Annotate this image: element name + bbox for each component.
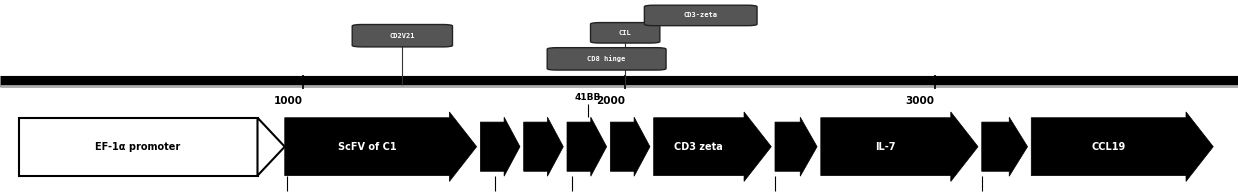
Text: IL-7: IL-7 <box>875 142 896 152</box>
Polygon shape <box>821 112 978 181</box>
FancyBboxPatch shape <box>547 48 666 70</box>
Polygon shape <box>775 117 817 176</box>
Text: 3000: 3000 <box>905 96 935 107</box>
FancyBboxPatch shape <box>352 25 453 47</box>
Text: CD8 hinge: CD8 hinge <box>588 55 625 62</box>
Text: ScFV of C1: ScFV of C1 <box>338 142 396 152</box>
Polygon shape <box>610 117 650 176</box>
Polygon shape <box>982 117 1028 176</box>
FancyBboxPatch shape <box>644 5 756 26</box>
Polygon shape <box>1031 112 1213 181</box>
Text: CD2V21: CD2V21 <box>390 33 415 39</box>
Bar <box>19 118 258 176</box>
Polygon shape <box>524 117 563 176</box>
Text: 2000: 2000 <box>595 96 625 107</box>
Polygon shape <box>480 117 520 176</box>
Text: 41BB: 41BB <box>574 93 602 102</box>
Polygon shape <box>567 117 607 176</box>
Polygon shape <box>258 118 285 176</box>
Polygon shape <box>654 112 771 181</box>
Text: CD3-zeta: CD3-zeta <box>683 12 718 19</box>
Text: CD3 zeta: CD3 zeta <box>675 142 723 152</box>
Text: CIL: CIL <box>619 30 631 36</box>
Polygon shape <box>285 112 477 181</box>
Text: 1000: 1000 <box>274 96 303 107</box>
FancyBboxPatch shape <box>591 23 660 43</box>
Text: EF-1α promoter: EF-1α promoter <box>95 142 181 152</box>
Text: CCL19: CCL19 <box>1092 142 1125 152</box>
